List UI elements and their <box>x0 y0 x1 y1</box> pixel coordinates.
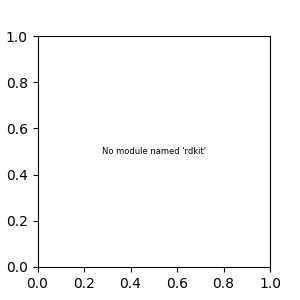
Text: No module named 'rdkit': No module named 'rdkit' <box>102 147 206 156</box>
